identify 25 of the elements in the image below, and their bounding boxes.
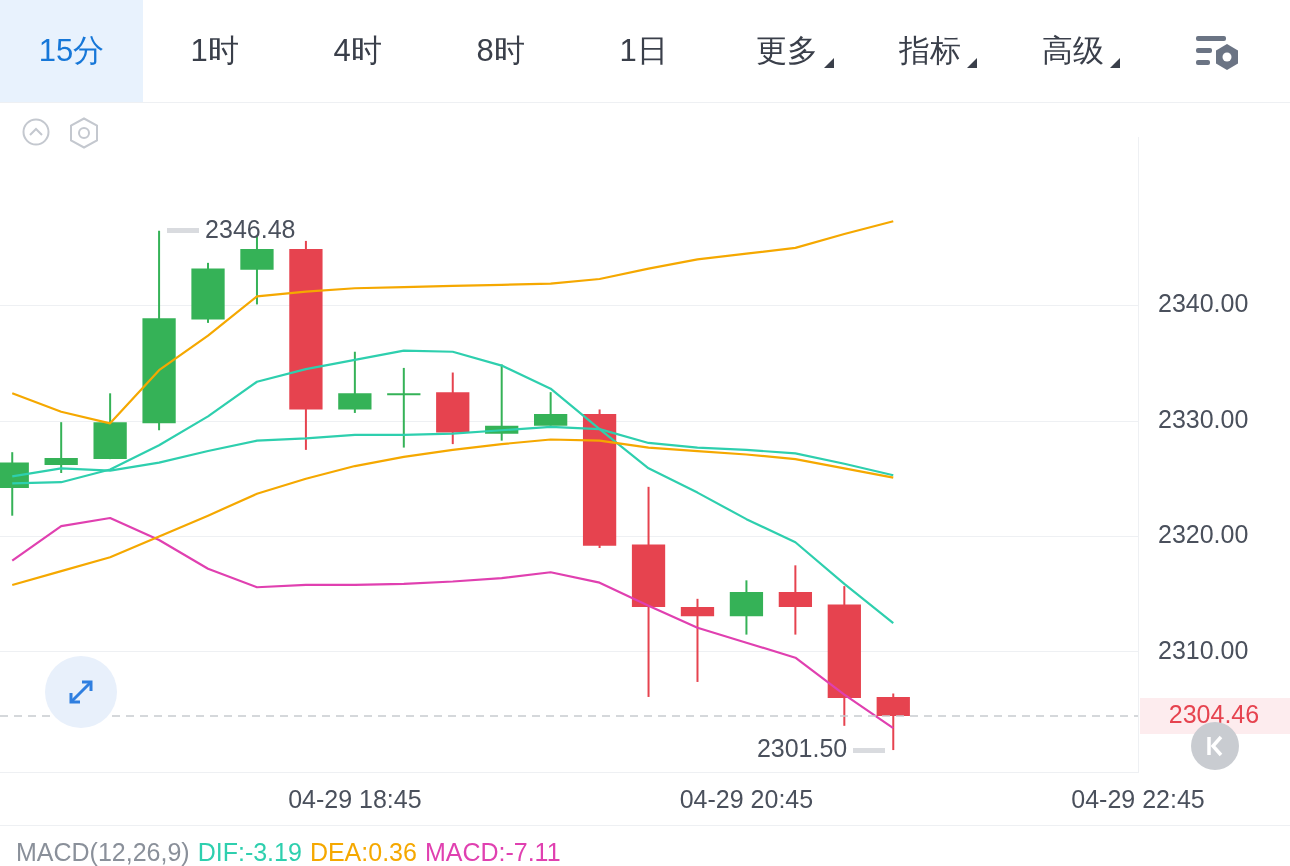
y-tick-label: 2340.00 [1158,289,1249,318]
text: 1时 [189,32,240,70]
x-tick-label: 04-29 20:45 [679,784,814,813]
annotation: 2346.48 [205,214,296,243]
text: DIF:-3.19 [197,838,302,866]
y-tick-label: 2310.00 [1158,635,1249,664]
text: 15分 [0,0,143,102]
text: MACD(12,26,9) [16,838,190,866]
text: 更多 [754,32,819,70]
y-tick-label: 2320.00 [1158,520,1249,549]
candlestick [680,597,715,683]
text: 指标 [897,32,962,70]
text: MACD:-7.11 [424,838,561,866]
x-tick-label: 04-29 22:45 [1071,784,1205,813]
text: DEA:0.36 [309,838,417,866]
candlestick [44,421,78,474]
ref-line-label: 2304.46 [1168,699,1260,728]
text: 高级 [1040,32,1105,70]
text: 8时 [475,32,526,70]
text: 1日 [618,32,669,70]
text: 4时 [332,32,383,70]
y-tick-label: 2330.00 [1158,404,1249,433]
annotation: 2301.50 [756,733,848,762]
x-tick-label: 04-29 18:45 [288,784,422,813]
candlestick [387,366,421,449]
